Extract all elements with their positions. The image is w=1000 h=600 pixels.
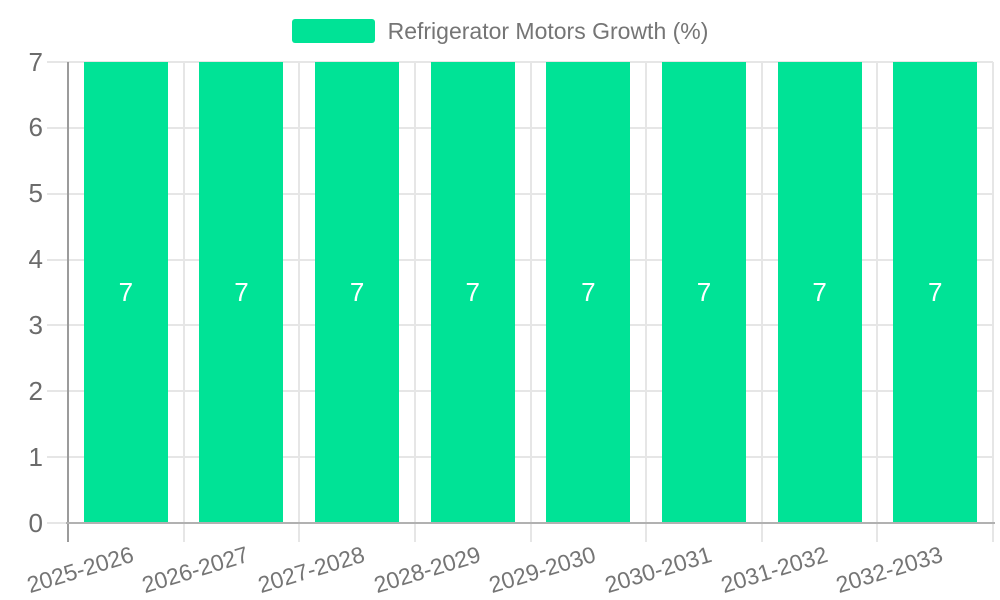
x-tick [760,523,763,542]
x-tick [298,523,301,542]
y-tick [47,522,68,524]
y-axis-label: 3 [28,309,43,340]
x-axis-label: 2028-2029 [370,541,484,599]
bar-value-label: 7 [465,277,480,307]
x-axis-label: 2027-2028 [254,541,368,599]
bar-value-label: 7 [696,277,712,307]
v-gridline [992,62,994,523]
legend-label: Refrigerator Motors Growth (%) [387,17,709,44]
bar-value-label: 7 [349,277,365,307]
bar[interactable]: 7 [315,62,400,523]
bar[interactable]: 7 [83,62,168,523]
bar[interactable]: 7 [430,62,515,523]
x-axis-label: 2032-2033 [832,541,946,599]
y-axis-label: 0 [28,507,43,538]
y-tick [47,126,68,129]
x-axis-label: 2030-2031 [601,541,715,599]
x-axis-label: 2029-2030 [486,541,599,599]
y-tick [47,456,68,459]
h-gridline [68,192,993,195]
bar-value-label: 7 [927,277,943,307]
bar[interactable]: 7 [661,62,746,523]
v-gridline [182,62,185,523]
bar[interactable]: 7 [777,62,862,523]
h-gridline [68,324,993,327]
y-axis-label: 1 [28,441,43,472]
y-axis-line [67,62,69,542]
y-axis-label: 4 [28,244,43,275]
y-tick [47,258,68,261]
bar[interactable]: 7 [546,62,631,523]
v-gridline [876,62,879,523]
x-tick [645,523,648,542]
x-tick [529,523,532,542]
v-gridline [298,62,301,523]
x-tick [876,523,879,542]
y-axis-label: 5 [28,178,43,209]
y-tick [47,61,68,63]
x-axis-label: 2026-2027 [139,541,253,599]
x-axis-line [66,522,995,524]
v-gridline [413,62,416,523]
v-gridline [645,62,648,523]
bar-value-label: 7 [812,277,827,307]
bar-value-label: 7 [118,277,134,307]
legend-swatch-icon [291,19,375,43]
bar[interactable]: 7 [199,62,284,523]
y-axis-label: 2 [28,375,43,406]
h-gridline [68,456,993,459]
x-tick [413,523,416,542]
h-gridline [68,126,993,129]
bar-value-label: 7 [581,277,596,307]
y-axis-label: 7 [28,46,43,77]
v-gridline [529,62,532,523]
y-axis-label: 6 [28,112,43,143]
x-axis-label: 2031-2032 [717,541,831,599]
legend[interactable]: Refrigerator Motors Growth (%) [0,17,1000,45]
x-tick [992,523,994,542]
h-gridline [68,61,993,63]
y-tick [47,390,68,393]
bar-value-label: 7 [234,277,249,307]
h-gridline [68,390,993,393]
x-tick [182,523,185,542]
v-gridline [760,62,763,523]
bar[interactable]: 7 [893,62,978,523]
y-tick [47,324,68,327]
y-tick [47,192,68,195]
x-axis-label: 2025-2026 [23,541,137,599]
h-gridline [68,258,993,261]
